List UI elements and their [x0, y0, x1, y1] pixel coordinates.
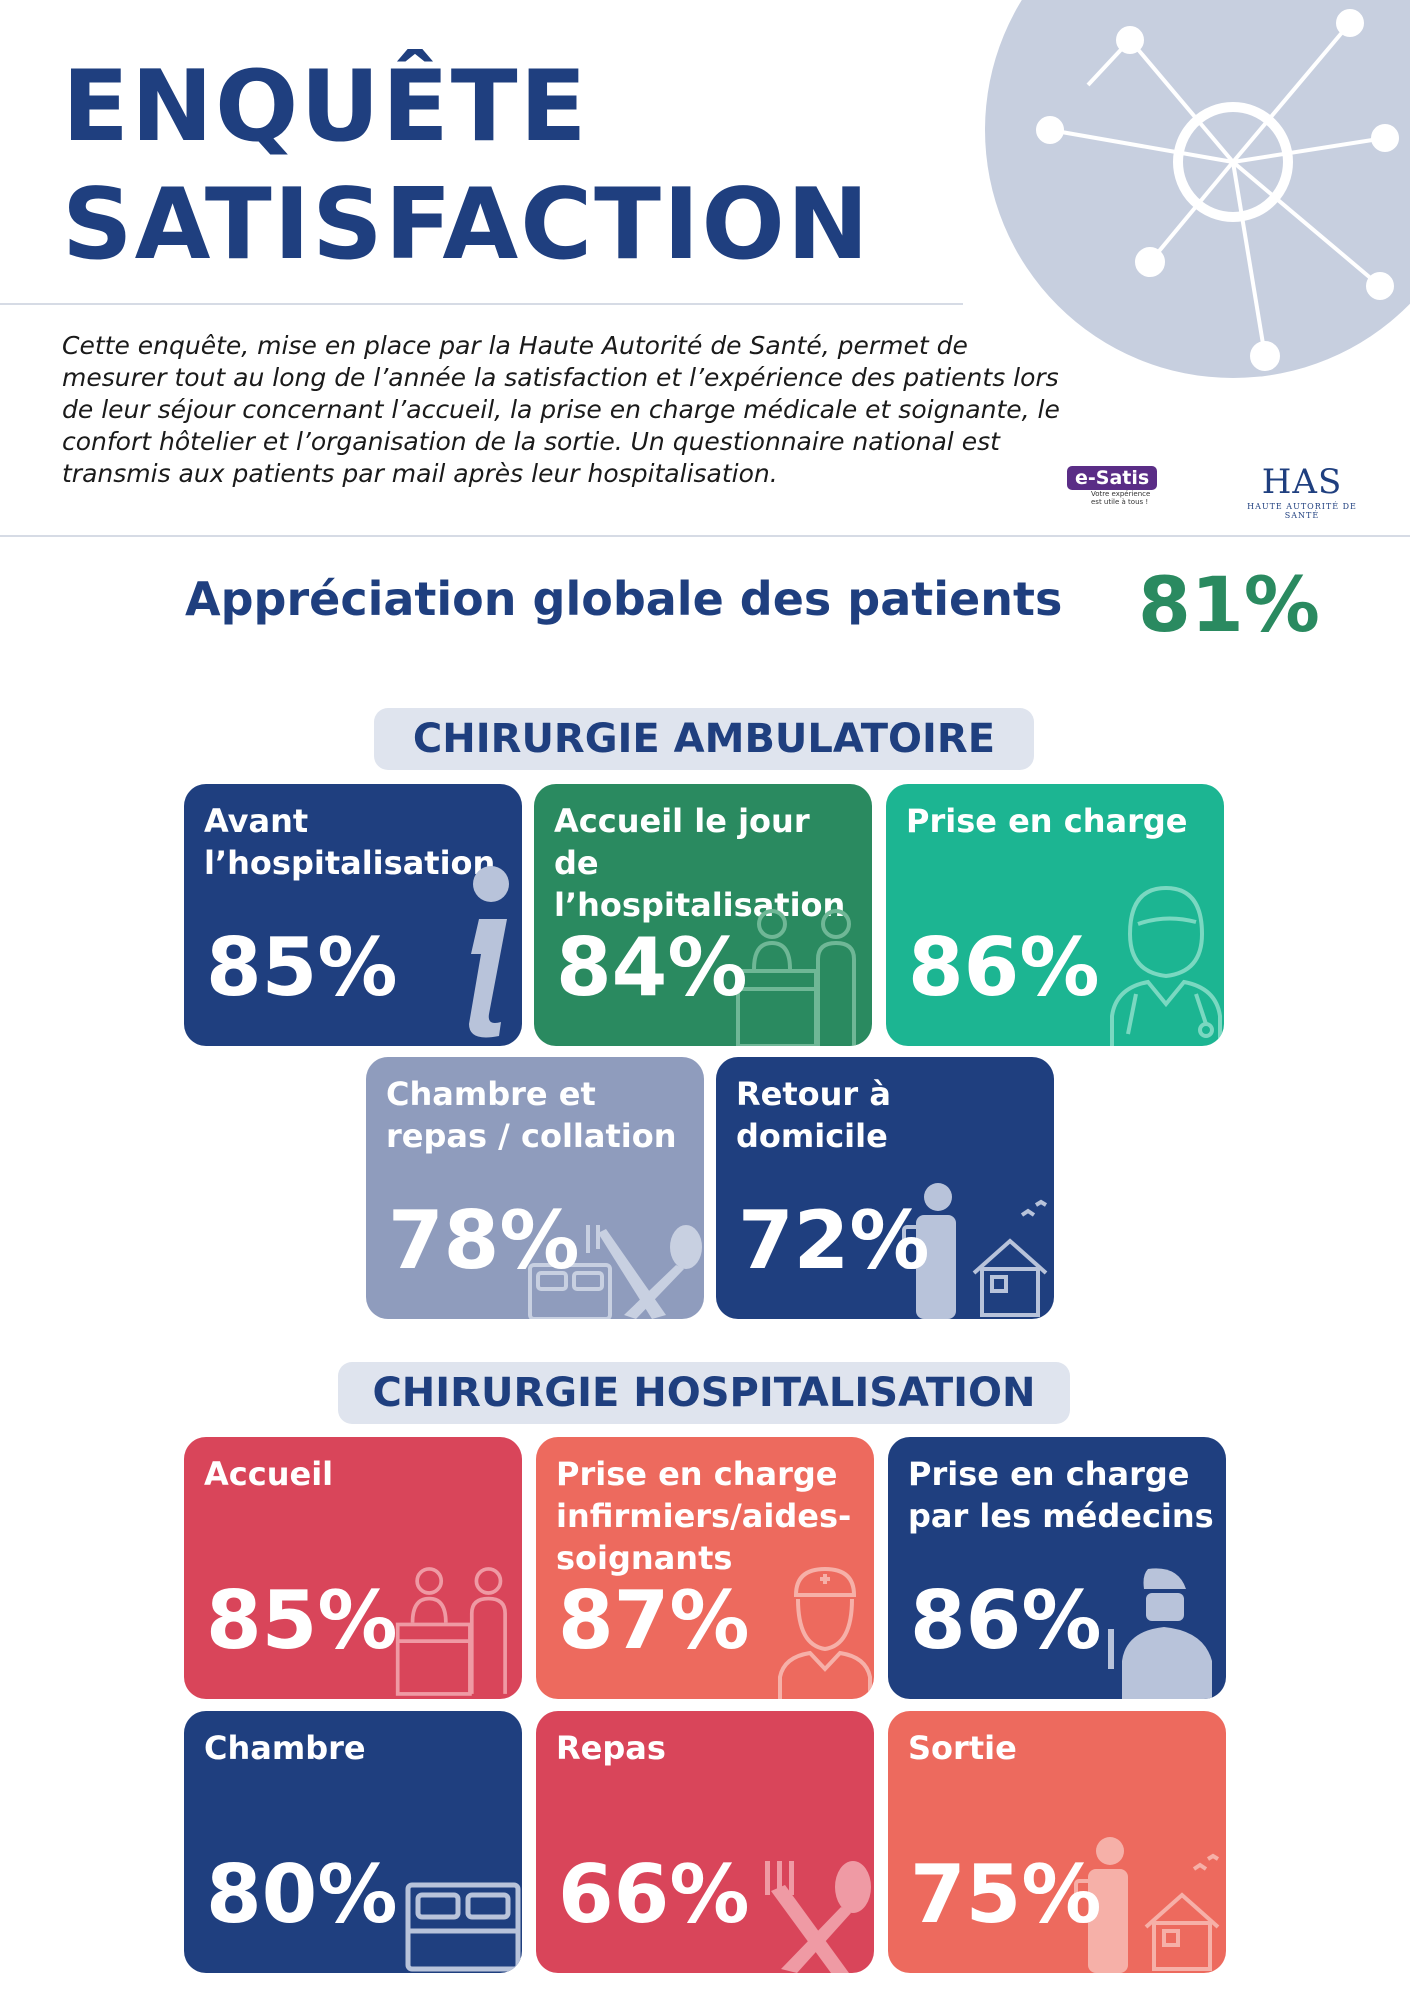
card-label: Prise en charge [906, 802, 1188, 840]
intro-divider [0, 535, 1410, 537]
page-title: ENQUÊTE SATISFACTION [62, 48, 871, 284]
card-chambre: Chambre 80% [184, 1711, 522, 1973]
card-value: 66% [558, 1848, 750, 1941]
card-value: 87% [558, 1574, 750, 1667]
global-label: Appréciation globale des patients [185, 572, 1063, 626]
card-infirmiers: Prise en charge infirmiers/aides-soignan… [536, 1437, 874, 1699]
esatis-logo-tagline: Votre expérience est utile à tous ! [1091, 490, 1151, 506]
card-repas: Repas 66% [536, 1711, 874, 1973]
info-icon [469, 866, 509, 1038]
global-value: 81% [1138, 560, 1320, 649]
card-label: Sortie [908, 1729, 1017, 1767]
card-accueil-jour: Accueil le jour de l’hospitalisation 84% [534, 784, 872, 1046]
patient-home-icon [902, 1183, 1048, 1319]
card-value: 78% [388, 1194, 580, 1287]
card-value: 80% [206, 1848, 398, 1941]
card-accueil: Accueil 85% [184, 1437, 522, 1699]
intro-text: Cette enquête, mise en place par la Haut… [62, 331, 1060, 488]
card-value: 75% [910, 1848, 1102, 1941]
section-heading-hospitalisation: CHIRURGIE HOSPITALISATION [338, 1362, 1070, 1424]
cutlery-icon [765, 1861, 871, 1973]
esatis-logo-name: e-Satis [1067, 466, 1158, 490]
card-prise-en-charge: Prise en charge 86% [886, 784, 1224, 1046]
card-medecins: Prise en charge par les médecins 86% [888, 1437, 1226, 1699]
patient-home-icon [1074, 1837, 1220, 1973]
title-divider [0, 303, 963, 305]
card-sortie: Sortie 75% [888, 1711, 1226, 1973]
card-label: Repas [556, 1729, 666, 1767]
card-value: 72% [738, 1194, 930, 1287]
has-logo-subtitle: HAUTE AUTORITÉ DE SANTÉ [1247, 502, 1357, 520]
card-label: Prise en charge par les médecins [908, 1455, 1214, 1535]
title-line-1: ENQUÊTE [62, 50, 589, 164]
title-line-2: SATISFACTION [62, 168, 871, 282]
nurse-icon [778, 1566, 872, 1699]
card-avant-hospitalisation: Avant l’hospitalisation 85% [184, 784, 522, 1046]
surgeon-icon [1108, 1568, 1212, 1699]
card-value: 86% [908, 921, 1100, 1014]
card-label: Accueil le jour de l’hospitalisation [554, 802, 846, 924]
card-label: Retour à domicile [736, 1075, 891, 1155]
network-decoration-icon [985, 0, 1410, 378]
card-retour-domicile: Retour à domicile 72% [716, 1057, 1054, 1319]
card-label: Chambre et repas / collation [386, 1075, 677, 1155]
has-logo-name: HAS [1261, 462, 1343, 502]
card-label: Prise en charge infirmiers/aides-soignan… [556, 1455, 852, 1577]
card-chambre-repas: Chambre et repas / collation 78% [366, 1057, 704, 1319]
bed-icon [405, 1882, 521, 1972]
card-value: 85% [206, 1574, 398, 1667]
card-label: Avant l’hospitalisation [204, 802, 496, 882]
reception-icon [395, 1567, 507, 1696]
esatis-logo: e-Satis Votre expérience est utile à tou… [1067, 466, 1162, 516]
card-value: 84% [556, 921, 748, 1014]
section-heading-ambulatoire: CHIRURGIE AMBULATOIRE [374, 708, 1034, 770]
card-label: Accueil [204, 1455, 334, 1493]
card-value: 86% [910, 1574, 1102, 1667]
card-label: Chambre [204, 1729, 366, 1767]
doctor-icon [1110, 885, 1222, 1046]
reception-icon [736, 909, 856, 1046]
bed-cutlery-icon [528, 1225, 702, 1319]
has-logo: HAS HAUTE AUTORITÉ DE SANTÉ [1232, 462, 1372, 520]
card-value: 85% [206, 921, 398, 1014]
